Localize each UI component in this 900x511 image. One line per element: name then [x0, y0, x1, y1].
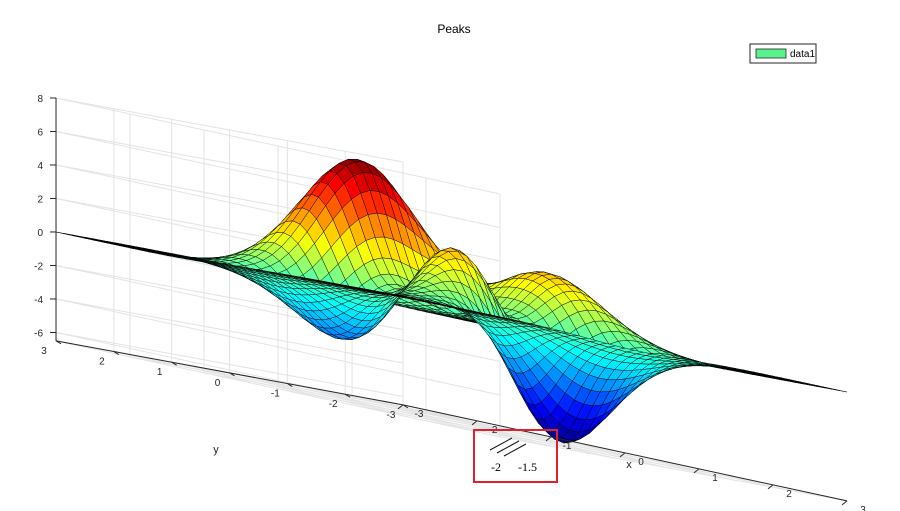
annotation-label-1: -2 — [491, 460, 501, 474]
x-tick — [545, 436, 552, 442]
y-tick — [113, 351, 120, 355]
y-tick — [344, 393, 351, 398]
legend[interactable]: data1 — [749, 43, 817, 64]
grid-line-floor-y — [113, 351, 558, 449]
y-tick-label: -2 — [329, 399, 338, 410]
y-tick-label: -1 — [271, 389, 280, 400]
grid-line-backwall-z — [55, 331, 404, 397]
grid-line-sidewall-z — [55, 298, 501, 396]
legend-entry-data1: data1 — [790, 49, 815, 60]
x-tick-label: -3 — [415, 409, 424, 420]
break-mark-3 — [503, 443, 527, 457]
y-tick — [171, 361, 177, 366]
break-mark-1 — [489, 437, 513, 451]
z-tick-label: -6 — [34, 328, 43, 339]
axis-break-annotation: -2 -1.5 — [473, 429, 558, 483]
y-tick-label: 2 — [99, 357, 105, 368]
x-tick — [397, 404, 404, 410]
z-tick-label: 2 — [37, 194, 43, 205]
y-tick-label: 0 — [215, 378, 221, 389]
break-mark-2 — [496, 440, 520, 454]
y-tick-label: 3 — [41, 346, 47, 357]
chart-title: Peaks — [437, 22, 470, 36]
y-axis-label: y — [213, 444, 219, 456]
x-axis-label: x — [626, 459, 632, 471]
y-tick — [55, 340, 62, 345]
x-tick-label: 0 — [638, 457, 644, 468]
annotation-label-2: -1.5 — [518, 460, 537, 474]
grid-line-floor-y — [55, 340, 501, 438]
surface-facet — [830, 388, 848, 393]
y-tick — [229, 372, 235, 377]
x-tick-label: 2 — [786, 489, 792, 500]
legend-swatch — [755, 48, 787, 59]
z-tick-label: 4 — [37, 161, 43, 172]
grid-line-sidewall-z — [55, 264, 501, 362]
z-tick-label: -4 — [34, 295, 43, 306]
x-tick — [619, 452, 626, 458]
grid-line-backwall-z — [55, 97, 404, 163]
x-tick-label: -1 — [563, 441, 572, 452]
y-tick — [402, 404, 409, 409]
x-tick — [693, 468, 700, 474]
grid-line-sidewall-z — [55, 97, 501, 195]
x-tick-label: 1 — [712, 473, 718, 484]
grid-line-floor-y — [229, 372, 674, 470]
x-tick-label: 3 — [860, 505, 866, 511]
grid-line-floor-y — [171, 361, 616, 459]
y-tick — [287, 383, 293, 387]
annotation-box — [473, 429, 558, 483]
grid-line-sidewall-z — [55, 130, 501, 228]
surface-plot — [55, 158, 848, 444]
z-tick-label: 6 — [37, 127, 43, 138]
x-tick — [471, 420, 478, 426]
z-tick-label: 8 — [37, 94, 43, 105]
z-tick-label: 0 — [37, 228, 43, 239]
grid-line-backwall-z — [55, 298, 404, 364]
z-tick-label: -2 — [34, 261, 43, 272]
y-tick-label: -3 — [387, 410, 396, 421]
grid-line-floor-y — [287, 383, 732, 481]
grid-line-sidewall-z — [55, 331, 501, 429]
x-tick — [841, 500, 848, 506]
y-tick-label: 1 — [157, 367, 163, 378]
x-tick — [767, 484, 774, 490]
